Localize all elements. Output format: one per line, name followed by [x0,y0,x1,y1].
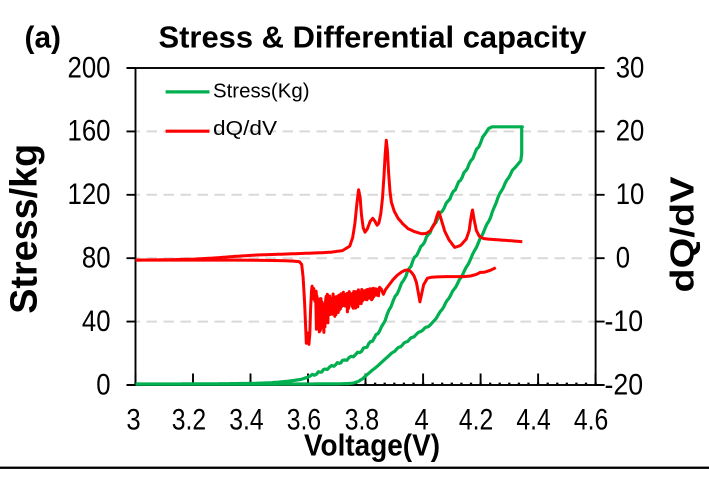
svg-text:3: 3 [126,404,140,437]
svg-text:3.4: 3.4 [229,404,263,437]
svg-text:4: 4 [414,404,428,437]
svg-text:dQ/dV: dQ/dV [664,177,701,293]
svg-text:0: 0 [96,368,110,401]
svg-text:120: 120 [68,178,111,211]
svg-text:dQ/dV: dQ/dV [213,118,278,140]
svg-text:(a): (a) [25,20,62,55]
svg-text:-20: -20 [605,368,644,401]
svg-text:Voltage(V): Voltage(V) [304,428,440,463]
svg-text:4.2: 4.2 [459,404,493,437]
svg-text:4.4: 4.4 [516,404,550,437]
svg-text:80: 80 [82,242,111,275]
svg-text:20: 20 [616,115,645,148]
svg-text:-10: -10 [605,305,644,338]
svg-text:40: 40 [82,305,111,338]
svg-text:3.8: 3.8 [345,404,379,437]
svg-text:30: 30 [616,51,645,84]
svg-text:0: 0 [616,242,630,275]
svg-text:160: 160 [68,115,111,148]
svg-text:200: 200 [68,51,111,84]
svg-text:Stress(Kg): Stress(Kg) [213,80,310,102]
svg-text:4.6: 4.6 [574,404,608,437]
svg-text:3.6: 3.6 [287,404,321,437]
svg-text:Stress & Differential capacity: Stress & Differential capacity [159,20,588,55]
svg-text:Stress/kg: Stress/kg [3,144,45,314]
svg-text:10: 10 [616,178,645,211]
svg-text:3.2: 3.2 [172,404,206,437]
